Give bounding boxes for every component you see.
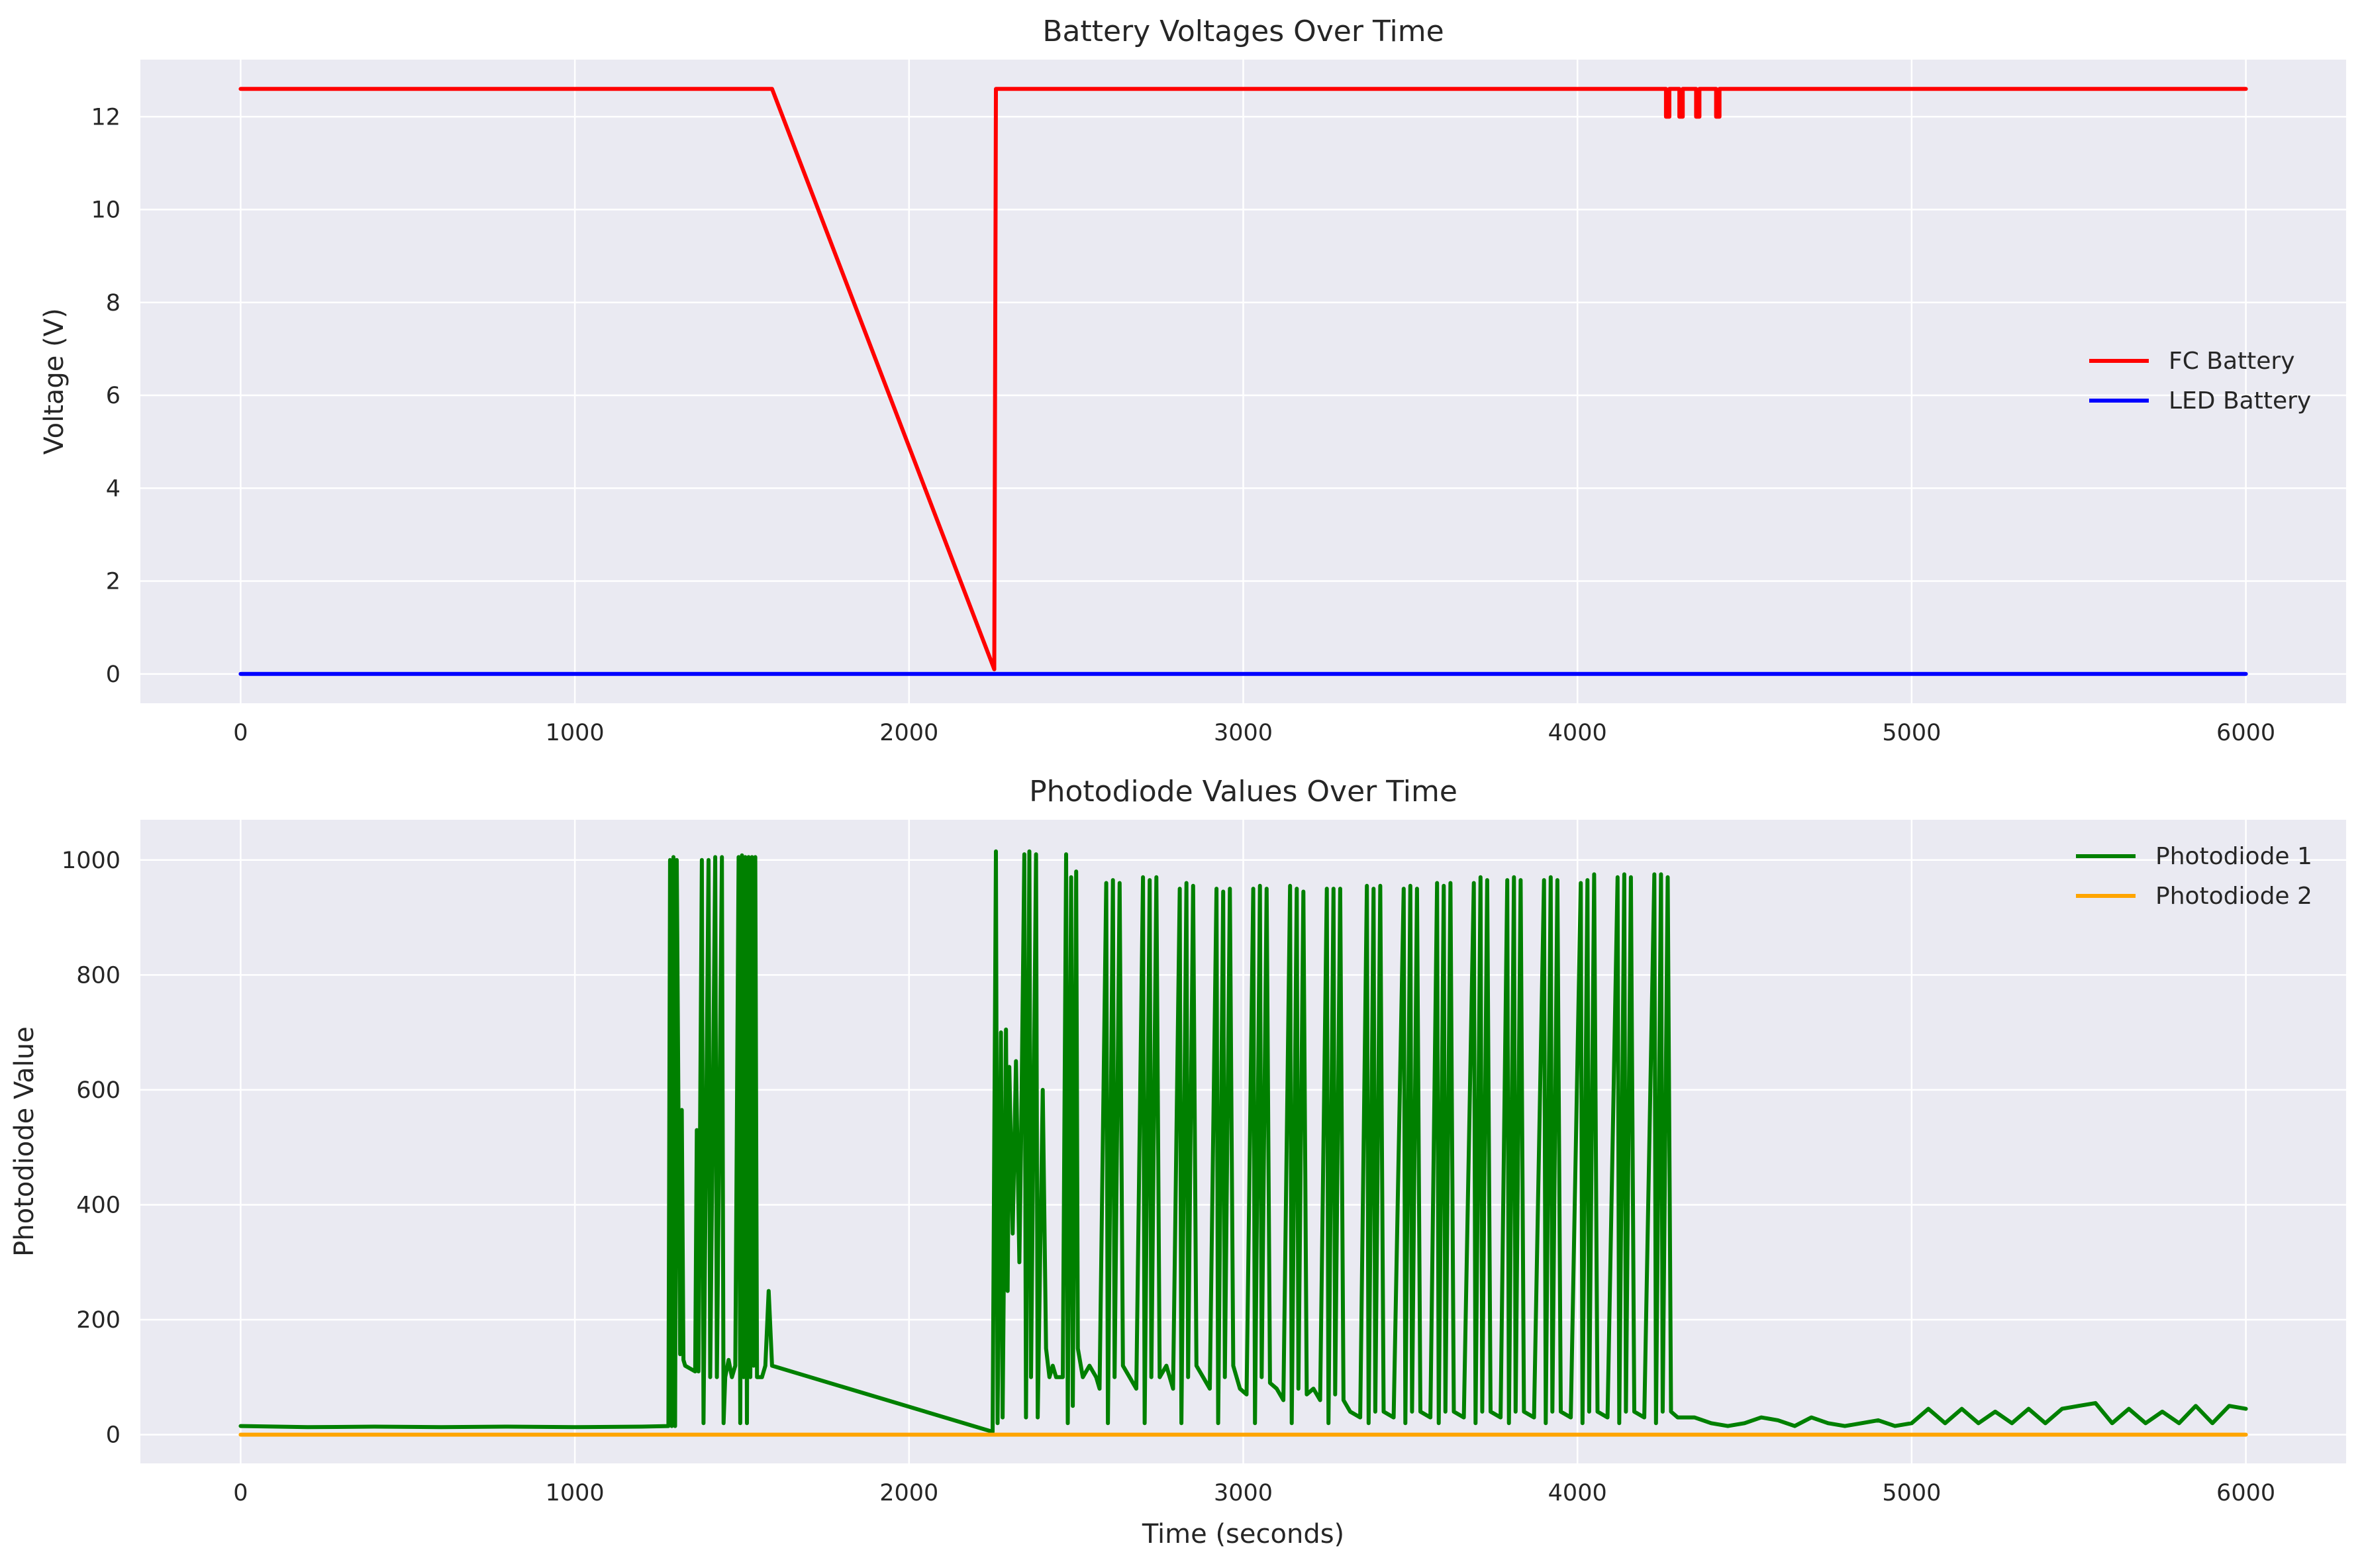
y-tick-label: 200	[76, 1307, 121, 1334]
y-tick-label: 2	[106, 569, 121, 595]
chart-panel-1: 0 1000 2000 3000 4000 5000 6000 0 2 4 6 8 10 12 Batter…	[39, 15, 2346, 746]
x-tick-label: 5000	[1882, 720, 1941, 746]
y-tick-label: 1000	[62, 848, 121, 874]
legend-label: Photodiode 2	[2155, 883, 2312, 910]
chart-title: Battery Voltages Over Time	[1042, 15, 1444, 48]
x-tick-label: 5000	[1882, 1480, 1941, 1506]
legend-label: FC Battery	[2169, 348, 2295, 375]
y-tick-label: 8	[106, 290, 121, 317]
x-axis-label: Time (seconds)	[1142, 1519, 1344, 1549]
x-tick-label: 1000	[546, 1480, 605, 1506]
legend: FC Battery LED Battery	[2089, 348, 2311, 415]
x-tick-label: 4000	[1548, 1480, 1607, 1506]
y-tick-label: 4	[106, 475, 121, 502]
x-tick-label: 6000	[2216, 720, 2275, 746]
y-tick-label: 12	[91, 104, 121, 130]
y-axis-label: Voltage (V)	[39, 308, 70, 454]
series-line-fc-battery	[238, 87, 2248, 671]
legend: Photodiode 1 Photodiode 2	[2076, 843, 2312, 910]
y-tick-label: 6	[106, 383, 121, 409]
y-tick-label: 0	[106, 662, 121, 688]
y-tick-label: 0	[106, 1422, 121, 1449]
x-tick-label: 6000	[2216, 1480, 2275, 1506]
x-tick-label: 0	[233, 720, 248, 746]
x-tick-label: 3000	[1214, 720, 1273, 746]
y-tick-label: 600	[76, 1077, 121, 1104]
legend-label: Photodiode 1	[2155, 843, 2312, 870]
chart-title: Photodiode Values Over Time	[1029, 775, 1457, 808]
x-tick-label: 4000	[1548, 720, 1607, 746]
chart-panel-2: 0 1000 2000 3000 4000 5000 6000 0 200 400 600 800 10…	[9, 775, 2346, 1549]
x-tick-label: 1000	[546, 720, 605, 746]
y-tick-label: 400	[76, 1192, 121, 1218]
series-line-photodiode-1	[238, 849, 2248, 1434]
x-tick-label: 2000	[879, 720, 938, 746]
legend-label: LED Battery	[2169, 387, 2311, 415]
x-tick-label: 2000	[879, 1480, 938, 1506]
x-tick-label: 0	[233, 1480, 248, 1506]
x-tick-label: 3000	[1214, 1480, 1273, 1506]
y-tick-label: 800	[76, 962, 121, 989]
y-tick-label: 10	[91, 197, 121, 224]
y-axis-label: Photodiode Value	[9, 1026, 40, 1257]
